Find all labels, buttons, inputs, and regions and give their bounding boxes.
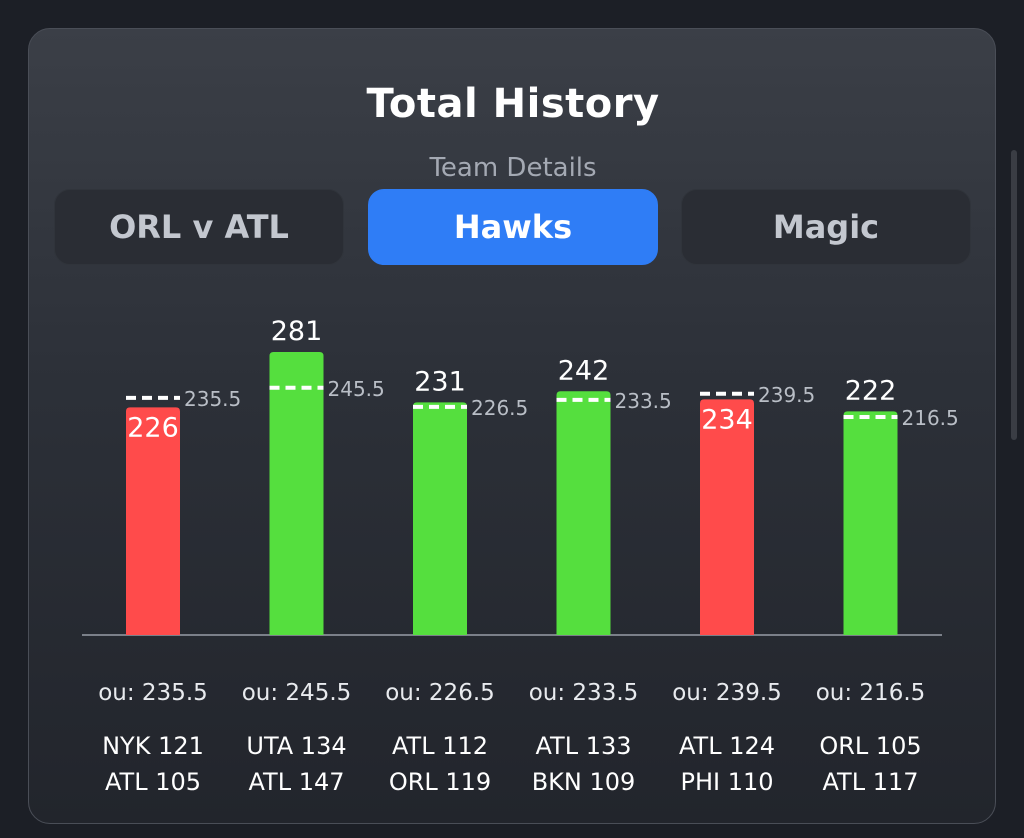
ou-line-label: 226.5	[471, 396, 528, 420]
tab-magic[interactable]: Magic	[681, 189, 971, 265]
ou-tick-label: ou: 239.5	[672, 680, 782, 706]
bar-value-label: 226	[127, 412, 179, 443]
bar-value-label: 222	[845, 375, 897, 406]
bar-value-label: 231	[414, 366, 466, 397]
ou-tick-label: ou: 216.5	[816, 680, 926, 706]
bar	[413, 402, 467, 635]
game-score-line-1: ATL 112	[392, 732, 488, 760]
ou-line-label: 235.5	[184, 387, 241, 411]
bar-value-label: 242	[558, 355, 610, 386]
game-score-line-2: ATL 147	[248, 768, 344, 796]
game-score-line-2: PHI 110	[680, 768, 773, 796]
bar	[556, 391, 611, 635]
game-score-line-1: ORL 105	[819, 732, 921, 760]
bar	[843, 411, 898, 635]
ou-tick-label: ou: 245.5	[242, 680, 352, 706]
game-score-line-2: ATL 117	[822, 768, 918, 796]
ou-line-label: 216.5	[902, 406, 959, 430]
ou-line-label: 233.5	[615, 389, 672, 413]
game-score-line-2: ATL 105	[105, 768, 201, 796]
game-score-line-1: ATL 124	[679, 732, 775, 760]
ou-tick-label: ou: 235.5	[98, 680, 208, 706]
tab-hawks[interactable]: Hawks	[368, 189, 658, 265]
total-history-card: Total History Team Details ORL v ATL Haw…	[28, 28, 996, 824]
game-score-line-2: BKN 109	[532, 768, 636, 796]
bar	[700, 399, 754, 635]
ou-line-label: 239.5	[758, 383, 815, 407]
ou-tick-label: ou: 233.5	[529, 680, 639, 706]
scrollbar[interactable]	[1011, 150, 1017, 440]
game-score-line-2: ORL 119	[389, 768, 491, 796]
ou-tick-label: ou: 226.5	[385, 680, 495, 706]
ou-line-label: 245.5	[328, 377, 385, 401]
bar-value-label: 281	[271, 316, 323, 347]
bar	[126, 407, 180, 635]
game-score-line-1: ATL 133	[535, 732, 631, 760]
game-score-line-1: UTA 134	[246, 732, 346, 760]
game-score-line-1: NYK 121	[102, 732, 204, 760]
card-title: Total History	[366, 81, 660, 127]
card-subtitle: Team Details	[429, 153, 597, 183]
bar-value-label: 234	[701, 404, 753, 435]
bar	[269, 352, 324, 635]
tab-matchup[interactable]: ORL v ATL	[54, 189, 344, 265]
